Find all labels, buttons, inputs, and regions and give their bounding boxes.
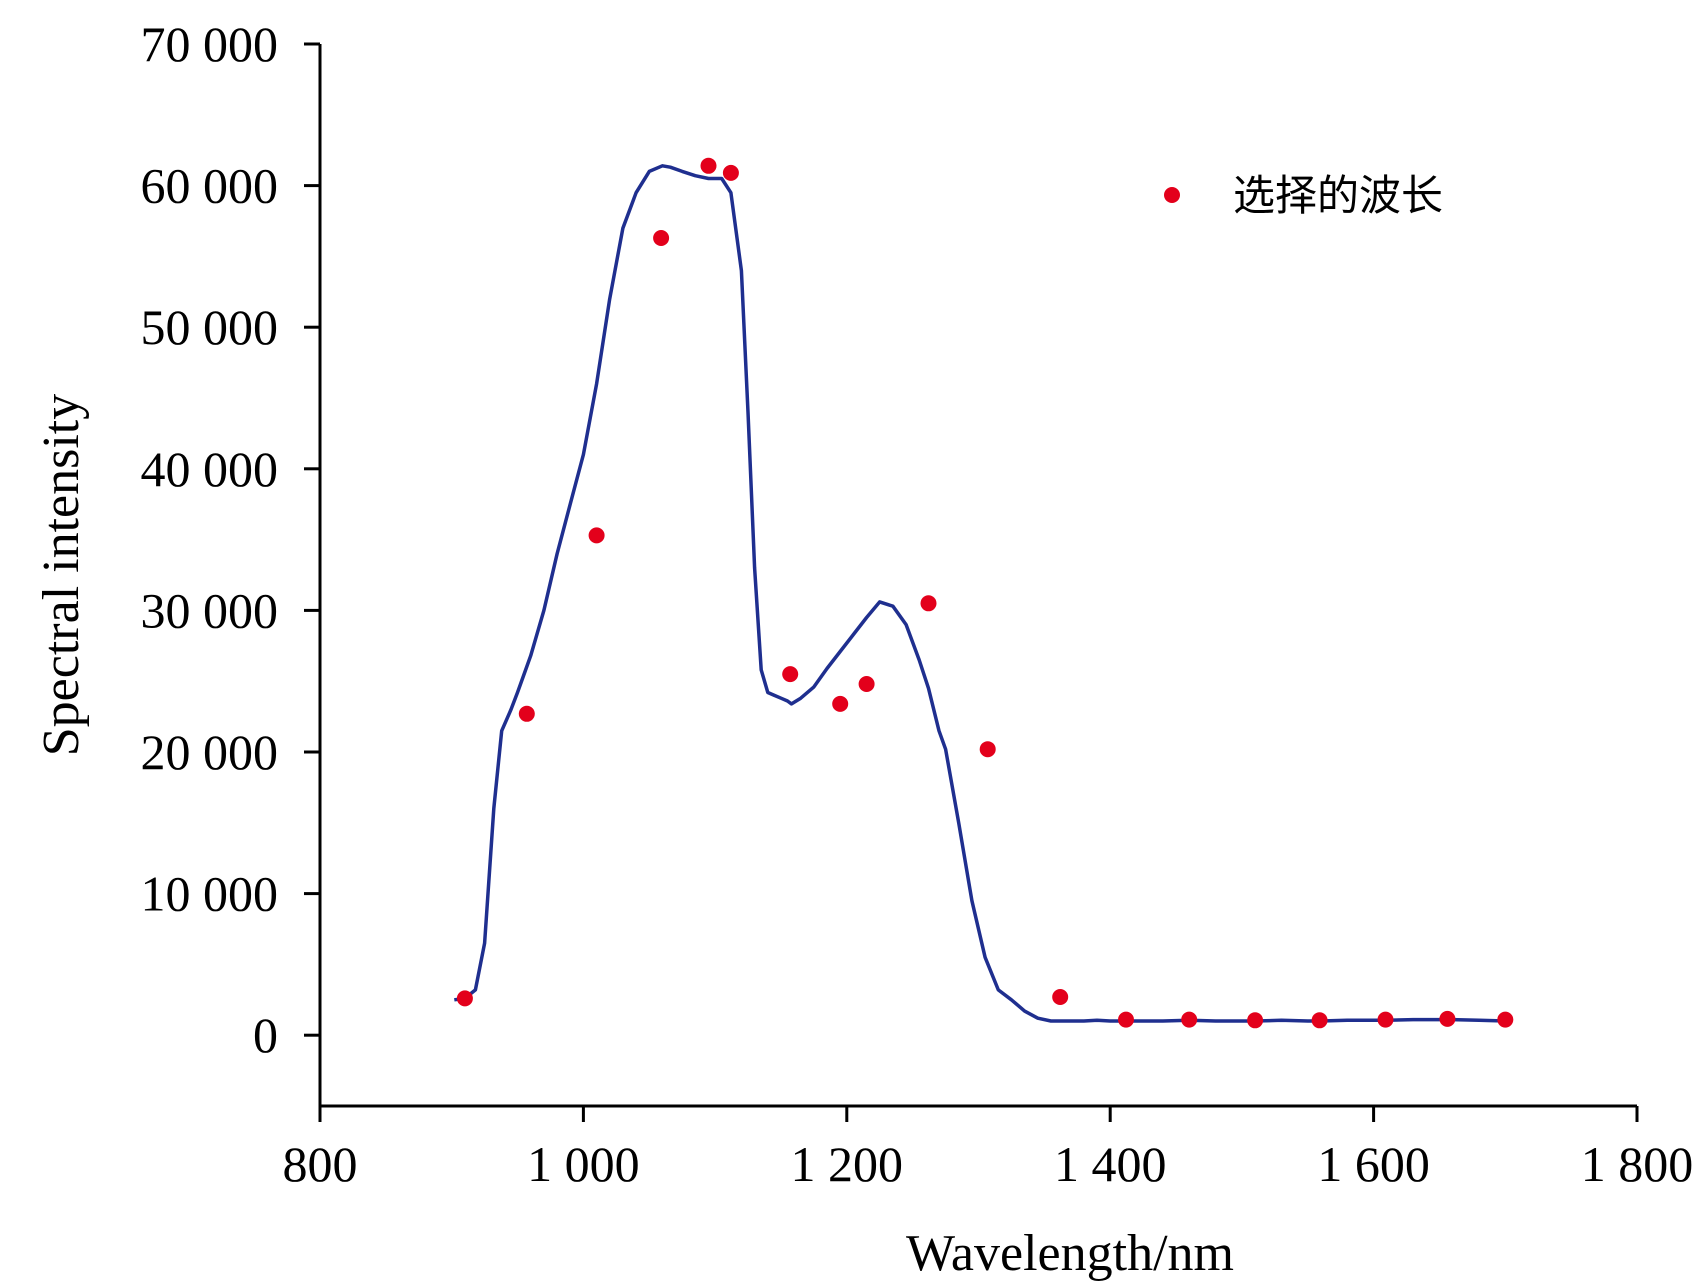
selected-point <box>1311 1012 1328 1029</box>
legend-label: 选择的波长 <box>1233 171 1443 220</box>
selected-point <box>979 741 996 758</box>
selected-point <box>1377 1011 1394 1028</box>
selected-point <box>456 990 473 1007</box>
x-tick-label: 1 400 <box>1054 1136 1167 1192</box>
tick-labels: 800 1 000 1 200 1 400 1 600 1 800 0 10 000 20 00… <box>141 16 1694 1192</box>
selected-point <box>1118 1011 1134 1028</box>
tick-marks <box>304 42 1639 1122</box>
selected-point <box>1247 1012 1264 1029</box>
selected-point <box>858 676 875 692</box>
selected-wavelength-points <box>456 157 1514 1029</box>
x-tick-label: 1 800 <box>1581 1136 1694 1192</box>
x-tick-label: 1 000 <box>527 1136 640 1192</box>
y-tick-label: 0 <box>253 1007 278 1063</box>
selected-point <box>832 695 849 712</box>
y-tick-label: 40 000 <box>141 441 279 497</box>
y-tick-label: 10 000 <box>141 866 279 922</box>
selected-point <box>782 666 799 683</box>
y-axis-title: Spectral intensity <box>33 394 90 756</box>
axes <box>318 44 1637 1108</box>
x-tick-label: 1 200 <box>791 1136 904 1192</box>
selected-point <box>920 595 937 612</box>
selected-point <box>1052 989 1069 1005</box>
selected-point <box>653 230 670 246</box>
y-tick-label: 70 000 <box>141 16 279 72</box>
legend: 选择的波长 <box>1164 171 1443 220</box>
x-axis-title: Wavelength/nm <box>906 1225 1234 1282</box>
x-tick-label: 800 <box>283 1136 358 1192</box>
selected-point <box>1497 1011 1514 1028</box>
spectrum-line <box>454 164 1506 1023</box>
x-tick-label: 1 600 <box>1317 1136 1430 1192</box>
selected-point <box>588 527 605 544</box>
y-tick-label: 20 000 <box>141 724 279 780</box>
y-tick-label: 30 000 <box>141 582 279 638</box>
y-tick-label: 50 000 <box>141 299 279 355</box>
selected-point <box>700 157 717 174</box>
selected-point <box>1181 1011 1198 1028</box>
y-tick-label: 60 000 <box>141 158 279 214</box>
selected-point <box>722 164 739 181</box>
selected-point <box>518 705 535 722</box>
legend-marker <box>1164 187 1180 203</box>
selected-point <box>1439 1010 1456 1027</box>
